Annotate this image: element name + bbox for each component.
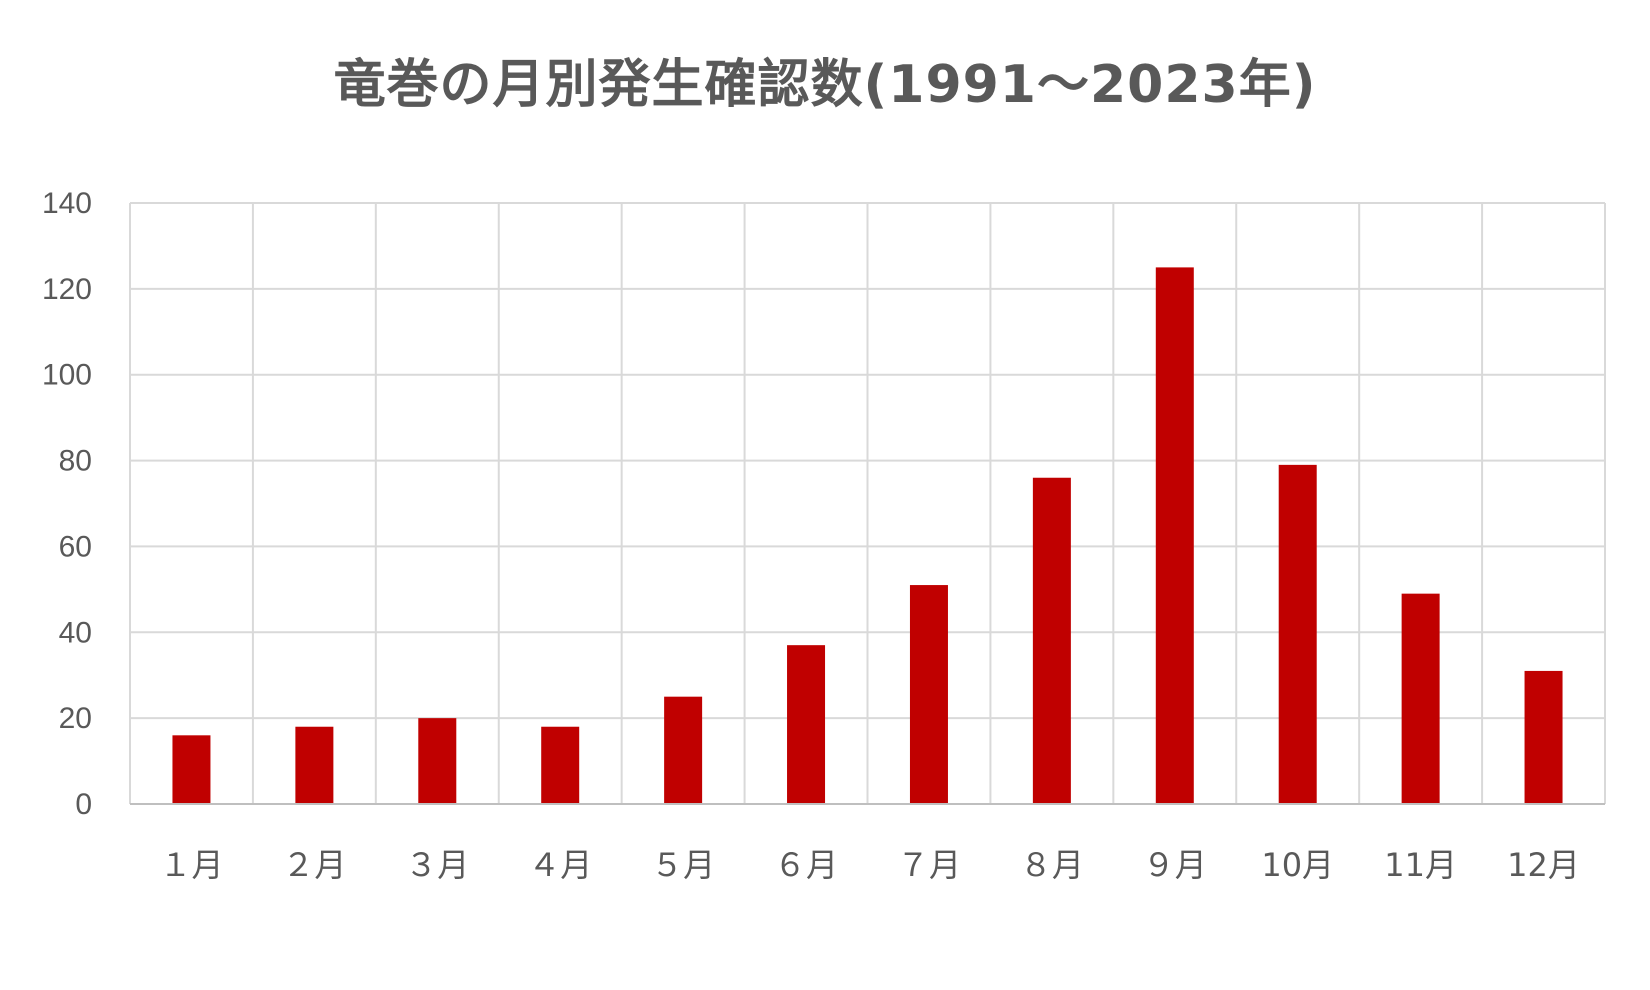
y-tick-label: 60 — [59, 530, 92, 563]
bars — [172, 267, 1563, 805]
x-tick-label: ３月 — [405, 846, 469, 884]
y-tick-label: 100 — [42, 359, 92, 392]
chart-title: 竜巻の月別発生確認数(1991～2023年) — [333, 55, 1317, 115]
x-tick-label: ２月 — [282, 846, 346, 884]
x-tick-label: ４月 — [528, 846, 592, 884]
bar — [172, 735, 211, 804]
tick-labels: 0 20 40 60 80 100 120 140 １月 ２月 ３月 ４月 ５月 ６月 ７月 ８月 ９月 10月 1… — [42, 187, 1580, 884]
bar — [1278, 464, 1317, 804]
x-tick-label: ８月 — [1020, 846, 1084, 884]
bar — [909, 585, 948, 804]
y-tick-label: 140 — [42, 187, 92, 220]
bar — [1155, 267, 1194, 805]
bar — [1401, 593, 1440, 804]
x-tick-label: 10月 — [1261, 846, 1334, 884]
y-tick-label: 120 — [42, 273, 92, 306]
bar — [787, 645, 826, 804]
x-tick-label: ７月 — [897, 846, 961, 884]
grid-lines — [129, 202, 1606, 804]
y-tick-label: 0 — [75, 788, 92, 821]
x-tick-label: ５月 — [651, 846, 715, 884]
x-tick-label: １月 — [159, 846, 223, 884]
x-tick-label: 11月 — [1384, 846, 1457, 884]
y-tick-label: 40 — [59, 616, 92, 649]
bar — [541, 726, 580, 804]
bar — [1032, 477, 1071, 804]
y-tick-label: 80 — [59, 445, 92, 478]
bar — [418, 718, 457, 804]
bar — [664, 696, 703, 804]
x-tick-label: ６月 — [774, 846, 838, 884]
bar — [1524, 670, 1563, 804]
x-tick-label: 12月 — [1507, 846, 1580, 884]
bar — [295, 726, 334, 804]
y-tick-label: 20 — [59, 702, 92, 735]
x-tick-label: ９月 — [1143, 846, 1207, 884]
